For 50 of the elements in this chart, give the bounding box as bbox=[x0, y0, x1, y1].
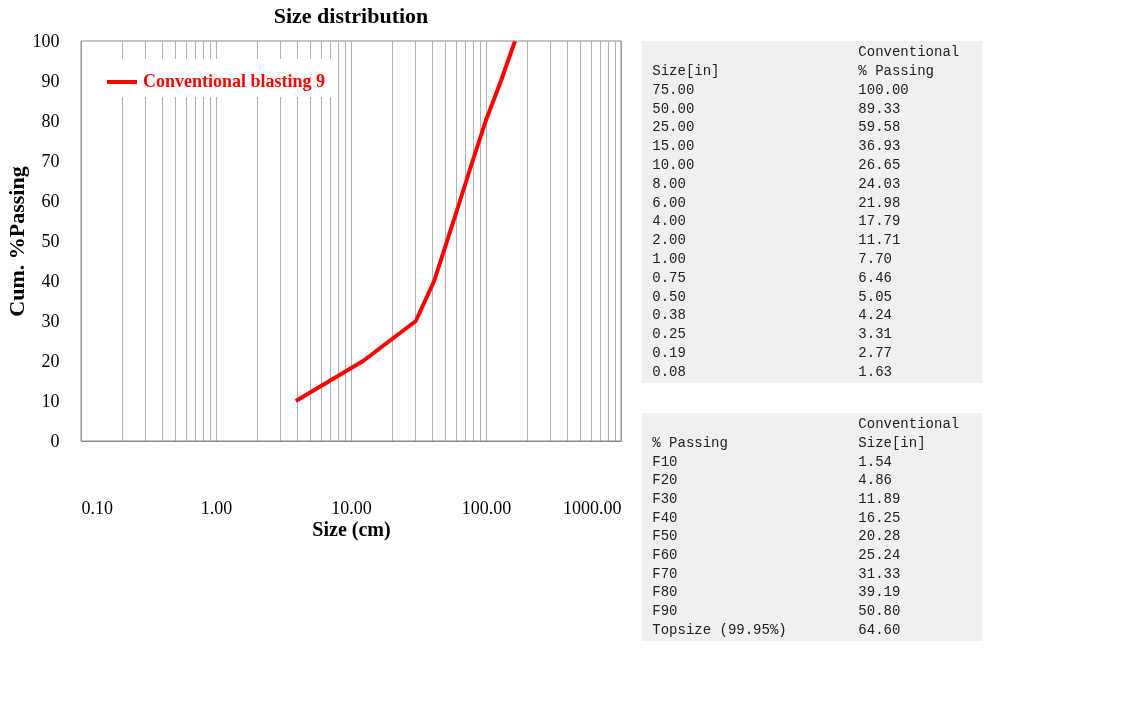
text: 10.00 26.65 bbox=[652, 157, 901, 174]
text: F30 11.89 bbox=[652, 490, 901, 507]
text: 0.38 4.24 bbox=[652, 307, 892, 324]
text: F90 50.80 bbox=[652, 603, 901, 620]
x-tick-label: 1000.00 bbox=[563, 497, 622, 518]
text: Conventional bbox=[858, 44, 960, 61]
text: 0.08 1.63 bbox=[652, 363, 892, 380]
y-tick-label: 50 bbox=[41, 230, 60, 251]
text: 75.00 100.00 bbox=[652, 81, 909, 98]
x-tick-label: 10.00 bbox=[331, 497, 372, 518]
x-tick-label: 1.00 bbox=[200, 497, 233, 518]
y-tick-label: 60 bbox=[41, 190, 60, 211]
x-tick-label: 0.10 bbox=[81, 497, 113, 518]
text: Size[in] % Passing bbox=[652, 63, 934, 80]
text: 6.00 21.98 bbox=[652, 194, 901, 211]
text: 1.00 7.70 bbox=[652, 250, 892, 267]
text: F10 1.54 bbox=[652, 453, 892, 470]
y-axis-title: Cum. %Passing bbox=[3, 166, 29, 317]
y-tick-label: 70 bbox=[41, 150, 60, 171]
x-tick-label: 100.00 bbox=[461, 497, 512, 518]
text: 15.00 36.93 bbox=[652, 138, 901, 155]
text: F60 25.24 bbox=[652, 547, 901, 564]
text: 0.25 3.31 bbox=[652, 326, 892, 343]
chart-title: Size distribution bbox=[273, 3, 429, 28]
y-tick-label: 30 bbox=[41, 310, 60, 331]
text: 0.19 2.77 bbox=[652, 344, 892, 361]
text: F50 20.28 bbox=[652, 528, 901, 545]
text: 25.00 59.58 bbox=[652, 119, 901, 136]
y-tick-label: 40 bbox=[41, 270, 60, 291]
text: Conventional bbox=[858, 416, 960, 433]
text: 2.00 11.71 bbox=[652, 232, 901, 249]
x-axis-title: Size (cm) bbox=[312, 517, 391, 541]
y-tick-label: 90 bbox=[41, 70, 60, 91]
text: 4.00 17.79 bbox=[652, 213, 901, 230]
text: 0.50 5.05 bbox=[652, 288, 892, 305]
y-tick-label: 0 bbox=[50, 430, 60, 451]
y-tick-label: 80 bbox=[41, 110, 60, 131]
text: Topsize (99.95%) 64.60 bbox=[652, 621, 901, 638]
text: F80 39.19 bbox=[652, 584, 901, 601]
text: 8.00 24.03 bbox=[652, 175, 901, 192]
y-tick-label: 10 bbox=[41, 390, 60, 411]
text: F40 16.25 bbox=[652, 509, 901, 526]
text: 50.00 89.33 bbox=[652, 100, 901, 117]
text: F20 4.86 bbox=[652, 472, 892, 489]
text: F70 31.33 bbox=[652, 565, 901, 582]
text: 0.75 6.46 bbox=[652, 269, 892, 286]
y-tick-label: 20 bbox=[41, 350, 60, 371]
text: % Passing Size[in] bbox=[652, 434, 926, 451]
legend-label: Conventional blasting 9 bbox=[143, 71, 326, 91]
y-tick-label: 100 bbox=[32, 30, 60, 51]
